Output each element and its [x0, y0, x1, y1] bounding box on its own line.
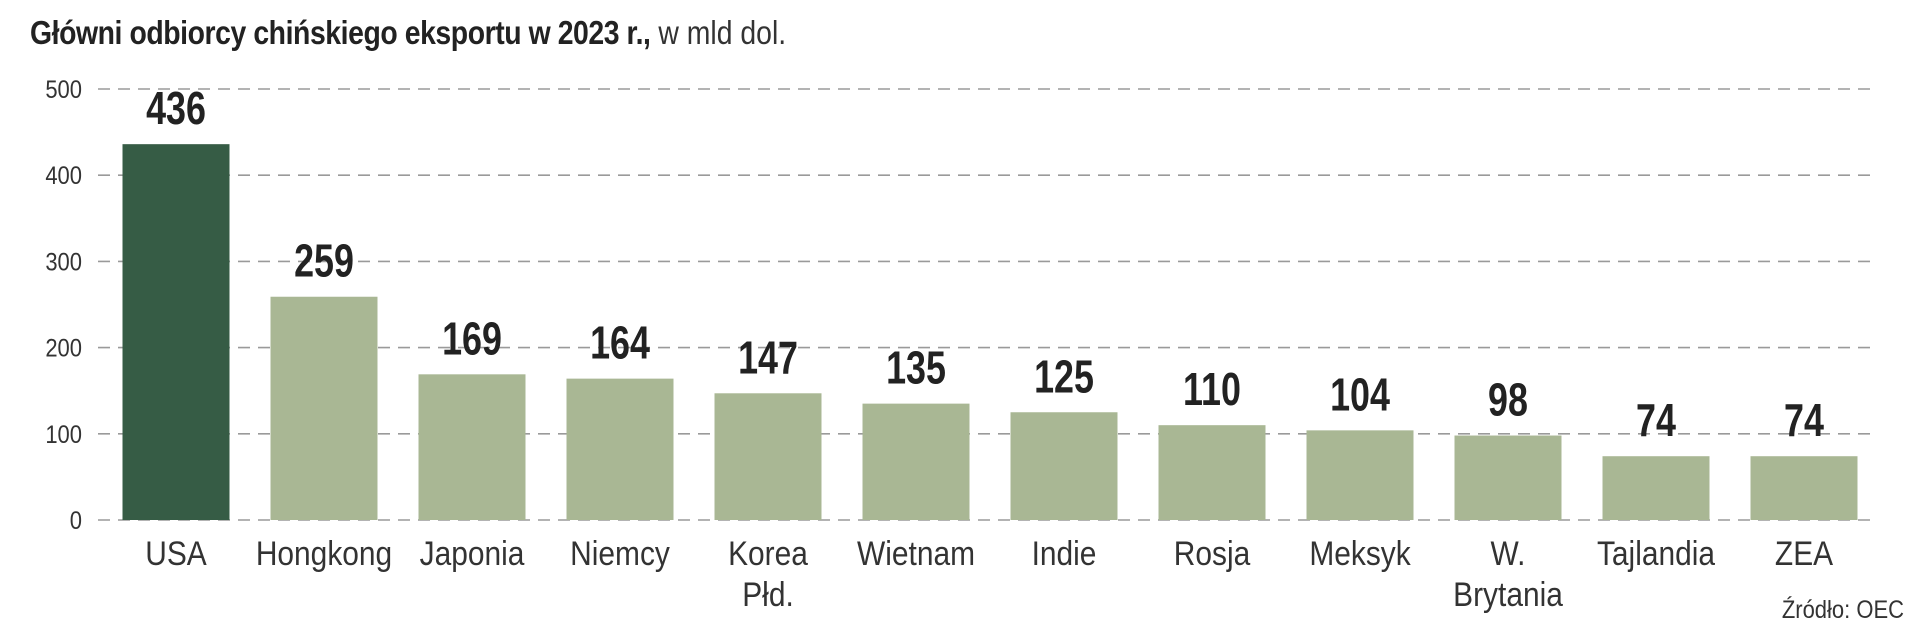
bar [1750, 456, 1858, 520]
title-main: Główni odbiorcy chińskiego eksportu w 20… [30, 14, 651, 51]
x-tick-label: Rosja [1174, 534, 1251, 572]
bar [418, 374, 526, 520]
x-tick-label: Indie [1032, 534, 1097, 572]
bar [122, 144, 230, 520]
x-tick-label: Hongkong [256, 534, 392, 572]
x-tick-label: Płd. [742, 575, 794, 613]
data-label: 125 [1034, 351, 1094, 402]
y-tick-label: 400 [45, 162, 82, 190]
y-tick-label: 300 [45, 248, 82, 276]
data-label: 74 [1784, 395, 1824, 446]
x-tick-label: Tajlandia [1597, 534, 1715, 572]
x-tick-label: Wietnam [857, 534, 975, 572]
data-label: 164 [590, 317, 650, 368]
bar [714, 393, 822, 520]
source-note: Źródło: OEC [1782, 596, 1904, 624]
data-label: 110 [1183, 364, 1241, 415]
data-label: 169 [442, 313, 502, 364]
y-tick-label: 100 [45, 421, 82, 449]
data-label: 147 [738, 332, 798, 383]
data-label: 104 [1330, 369, 1390, 420]
x-tick-label: USA [145, 534, 207, 572]
x-tick-label: Japonia [420, 534, 525, 572]
x-tick-label: Niemcy [570, 534, 670, 572]
data-label: 135 [886, 342, 946, 393]
y-tick-label: 500 [45, 76, 82, 104]
bar [270, 296, 378, 520]
x-tick-label: ZEA [1775, 534, 1834, 572]
title-unit: w mld dol. [658, 14, 787, 51]
bar [1306, 430, 1414, 520]
data-label: 74 [1636, 395, 1676, 446]
bar [566, 378, 674, 520]
y-tick-label: 0 [70, 507, 82, 535]
x-tick-label: Korea [728, 534, 808, 572]
chart-title: Główni odbiorcy chińskiego eksportu w 20… [30, 14, 786, 52]
data-label: 259 [294, 235, 354, 286]
y-tick-label: 200 [45, 334, 82, 362]
x-tick-label: Meksyk [1309, 534, 1411, 572]
bar [1602, 456, 1710, 520]
x-tick-label: W. [1491, 534, 1526, 572]
bar [1158, 425, 1266, 520]
bar [1010, 412, 1118, 520]
bar [862, 403, 970, 520]
data-label: 436 [146, 83, 206, 134]
bar [1454, 435, 1562, 520]
data-label: 98 [1488, 374, 1528, 425]
x-tick-label: Brytania [1453, 575, 1563, 613]
